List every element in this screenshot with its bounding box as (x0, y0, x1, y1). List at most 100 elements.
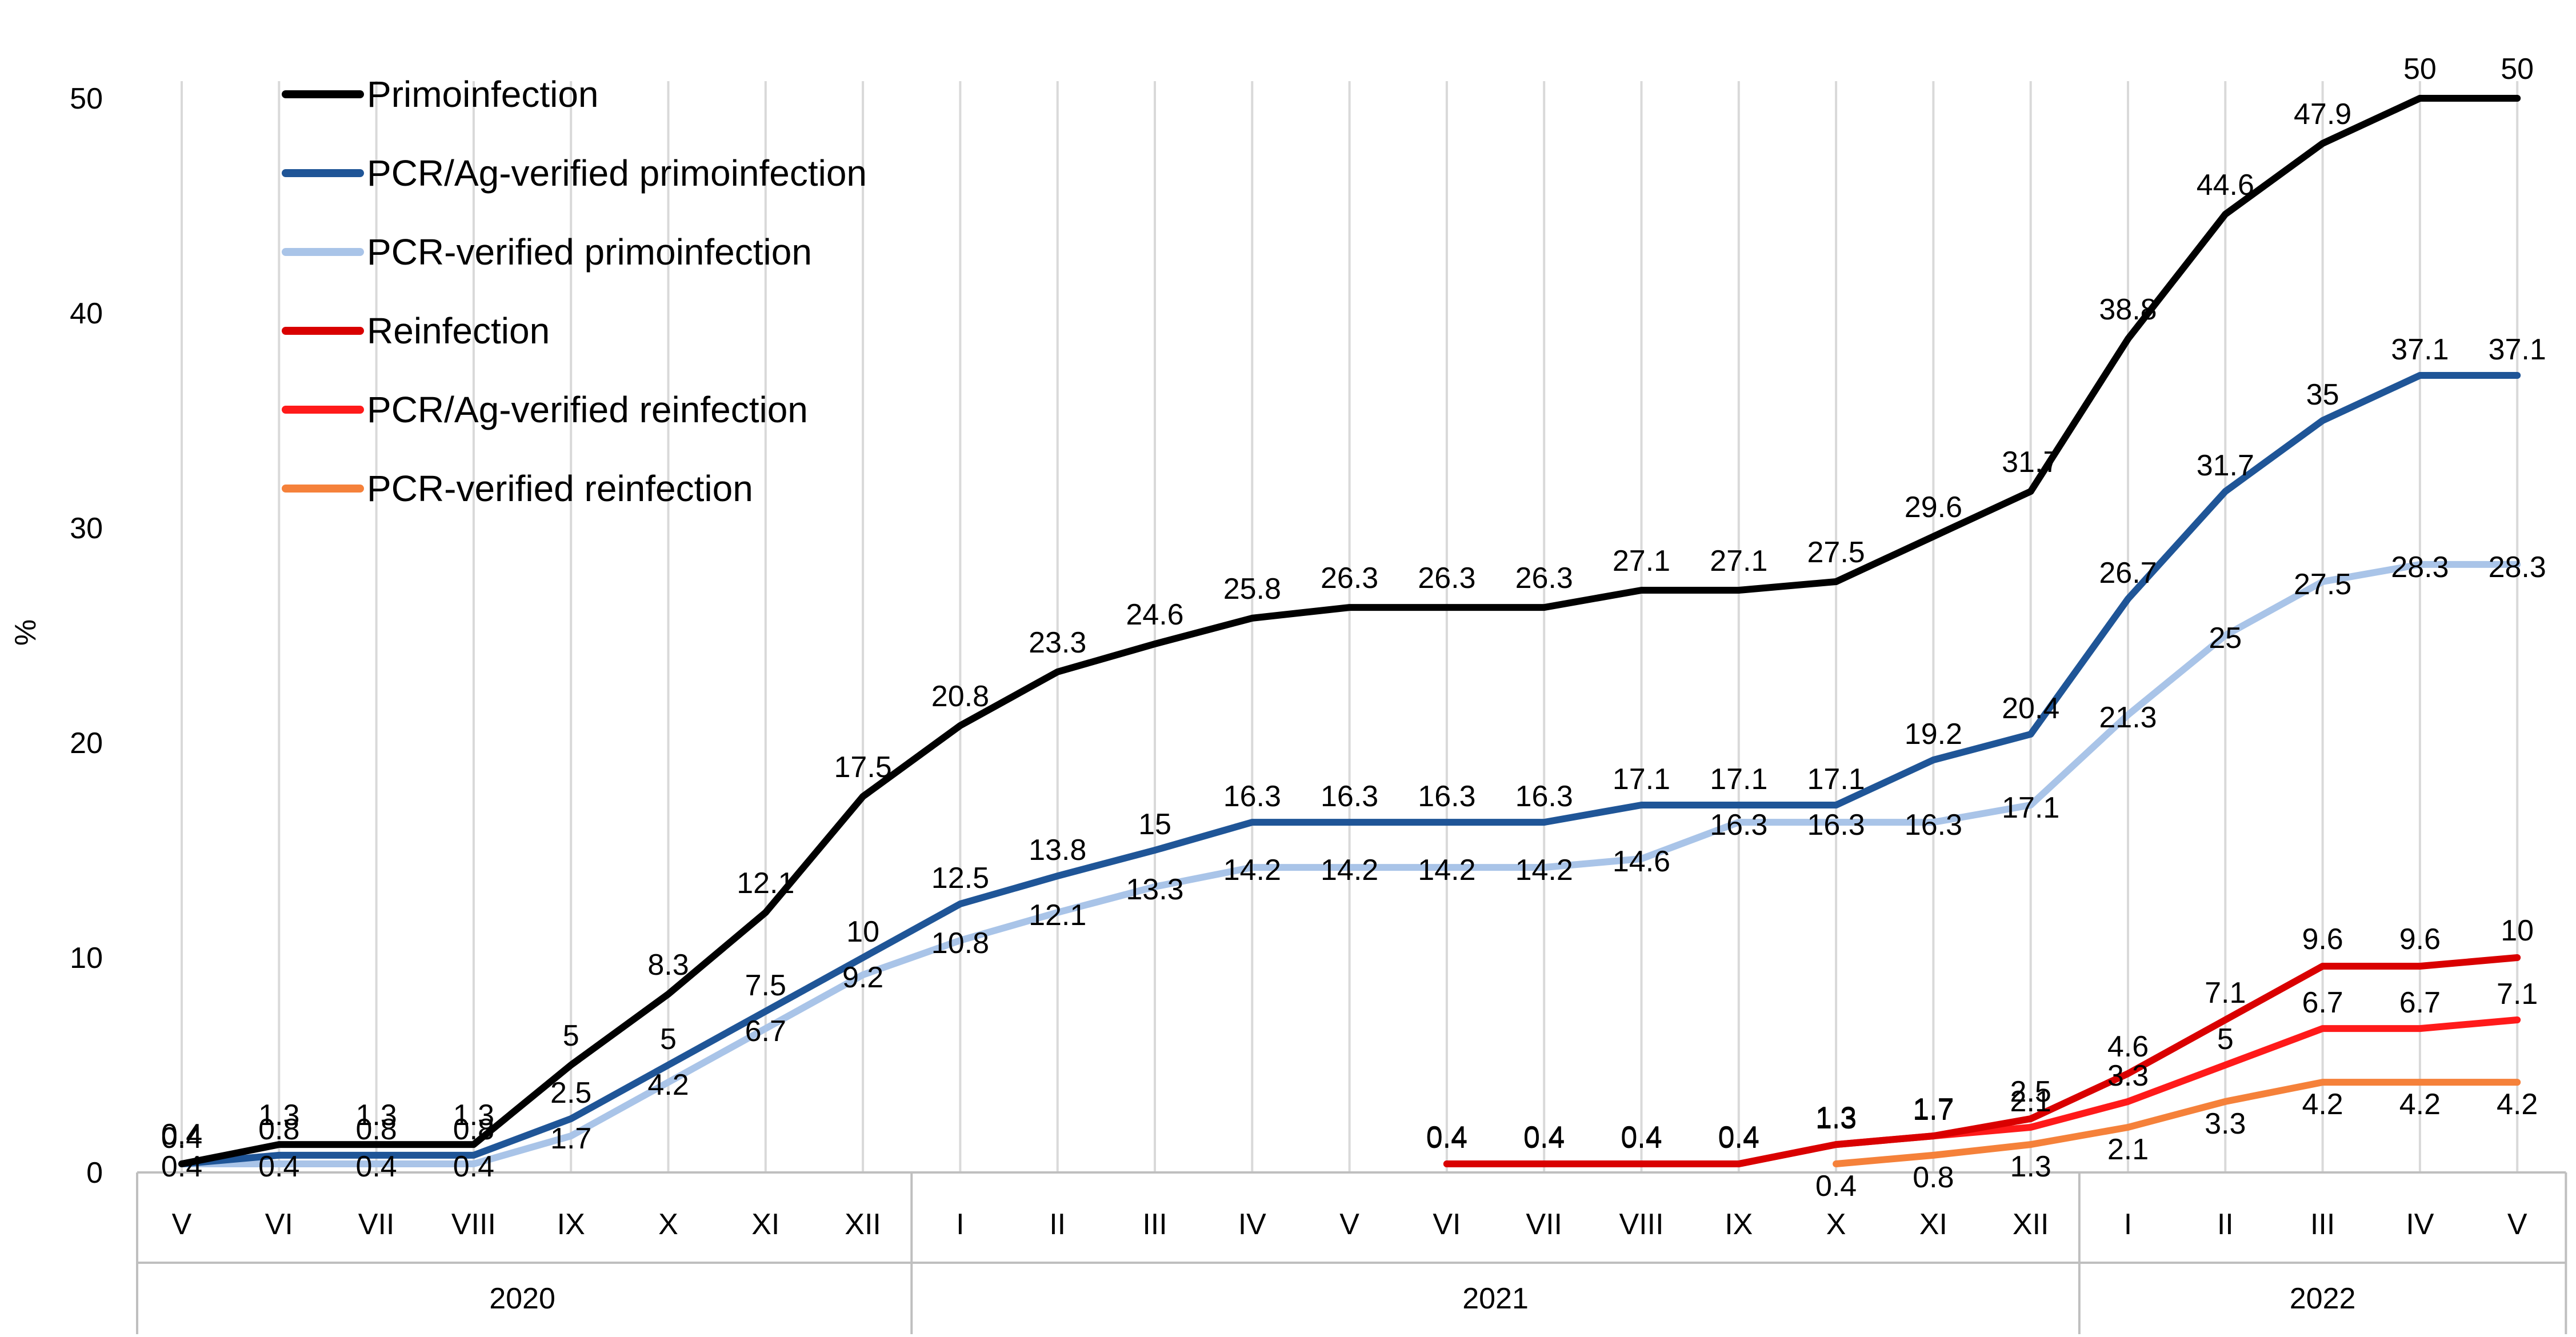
series-line-pcr-verified-primoinfection (178, 561, 2521, 1167)
data-label: 13.8 (1029, 834, 1086, 867)
x-tick-label: V (1339, 1208, 1359, 1241)
data-label: 26.3 (1515, 562, 1573, 595)
data-label: 0.4 (161, 1122, 202, 1155)
data-label: 29.6 (1905, 491, 1962, 524)
data-label: 1.3 (258, 1099, 299, 1132)
x-tick-label: XI (1919, 1208, 1947, 1241)
x-tick-label: VI (265, 1208, 293, 1241)
data-label: 3.3 (2205, 1107, 2246, 1140)
data-label: 27.1 (1710, 545, 1767, 578)
data-label: 10.8 (931, 927, 989, 960)
data-label: 7.1 (2205, 976, 2246, 1010)
data-label: 17.1 (1807, 763, 1865, 796)
x-tick-label: II (2217, 1208, 2234, 1241)
data-label: 25 (2209, 622, 2242, 655)
data-labels: 0.4 1.3 1.3 1.3 5 8.3 12.1 17.5 20.8 23.3 24.6 25.8… (161, 53, 2546, 1203)
x-tick-label: II (1049, 1208, 1066, 1241)
x-tick-label: VII (358, 1208, 395, 1241)
data-label: 0.4 (1621, 1122, 1662, 1155)
data-label: 16.3 (1905, 808, 1962, 842)
data-label: 0.4 (258, 1150, 299, 1183)
data-label: 27.5 (2294, 568, 2351, 601)
data-label: 37.1 (2391, 333, 2449, 366)
data-label: 1.3 (1815, 1102, 1857, 1135)
data-label: 2.1 (2010, 1085, 2051, 1118)
x-tick-label: IX (1725, 1208, 1753, 1241)
data-label: 31.7 (2002, 446, 2059, 479)
data-label: 0.4 (1815, 1170, 1857, 1203)
data-label: 38.8 (2099, 293, 2157, 326)
data-label: 12.5 (931, 862, 989, 895)
data-label: 5 (2217, 1023, 2234, 1056)
data-label: 0.8 (355, 1113, 397, 1146)
data-label: 6.7 (2399, 986, 2441, 1019)
data-label: 14.6 (1613, 845, 1670, 878)
data-label: 1.3 (355, 1099, 397, 1132)
data-label: 1.3 (453, 1099, 494, 1132)
data-label: 16.3 (1807, 808, 1865, 842)
y-tick-label: 20 (70, 727, 103, 760)
data-label: 3.3 (2107, 1059, 2149, 1092)
year-label: 2022 (2290, 1282, 2356, 1315)
data-label: 0.4 (161, 1118, 202, 1151)
y-axis-title: % (9, 619, 42, 646)
data-label: 0.4 (1426, 1122, 1467, 1155)
data-label: 17.5 (834, 751, 891, 784)
data-label: 16.3 (1515, 780, 1573, 813)
data-label: 9.6 (2399, 923, 2441, 956)
legend: Primoinfection PCR/Ag-verified primoinfec… (282, 74, 867, 509)
data-label: 10 (2501, 914, 2534, 947)
year-label: 2020 (489, 1282, 555, 1315)
y-tick-label: 0 (86, 1156, 103, 1190)
data-label: 0.4 (161, 1150, 202, 1183)
data-label: 27.1 (1613, 545, 1670, 578)
gridlines (181, 81, 2519, 1172)
data-label: 8.3 (647, 948, 689, 982)
data-label: 5 (660, 1023, 677, 1056)
data-label: 14.2 (1321, 854, 1378, 887)
data-label: 4.6 (2107, 1030, 2149, 1063)
legend-label: PCR/Ag-verified reinfection (367, 389, 808, 430)
x-tick-label: III (1142, 1208, 1167, 1241)
x-tick-label: VI (1433, 1208, 1461, 1241)
data-label: 4.2 (2302, 1088, 2343, 1121)
data-label: 17.1 (1710, 763, 1767, 796)
x-tick-label: IV (2406, 1208, 2434, 1241)
series-line-pcr-verified-reinfection (1833, 1079, 2521, 1167)
data-label: 4.2 (2399, 1088, 2441, 1121)
legend-label: Primoinfection (367, 74, 599, 115)
data-label: 4.2 (2497, 1088, 2538, 1121)
data-label: 19.2 (1905, 718, 1962, 751)
data-label: 47.9 (2294, 98, 2351, 131)
data-label: 17.1 (1613, 763, 1670, 796)
x-tick-label: XII (2013, 1208, 2049, 1241)
x-tick-label: IX (557, 1208, 585, 1241)
data-label: 15 (1138, 808, 1171, 841)
series-line-pcr-ag-verified-reinfection (1443, 1016, 2521, 1167)
data-label: 14.2 (1515, 854, 1573, 887)
data-label: 0.4 (453, 1150, 494, 1183)
data-label: 4.2 (647, 1068, 689, 1102)
x-tick-label: X (1826, 1208, 1846, 1241)
data-label: 12.1 (1029, 899, 1086, 932)
x-tick-label: III (2310, 1208, 2335, 1241)
data-label: 21.3 (2099, 701, 2157, 734)
x-tick-label: XI (751, 1208, 779, 1241)
data-label: 14.2 (1418, 854, 1475, 887)
data-label: 0.4 (355, 1150, 397, 1183)
y-tick-label: 10 (70, 942, 103, 975)
data-label: 16.3 (1710, 808, 1767, 842)
data-label: 6.7 (2302, 986, 2343, 1019)
data-label: 35 (2306, 378, 2339, 411)
data-label: 24.6 (1126, 598, 1183, 631)
data-label: 9.6 (2302, 923, 2343, 956)
x-tick-label: V (172, 1208, 192, 1241)
data-label: 1.3 (1815, 1101, 1857, 1134)
x-tick-label: VIII (451, 1208, 496, 1241)
data-label: 0.4 (1426, 1120, 1467, 1154)
x-tick-label: IV (1238, 1208, 1266, 1241)
data-label: 0.8 (258, 1113, 299, 1146)
year-label: 2021 (1462, 1282, 1529, 1315)
x-tick-label: XII (845, 1208, 881, 1241)
